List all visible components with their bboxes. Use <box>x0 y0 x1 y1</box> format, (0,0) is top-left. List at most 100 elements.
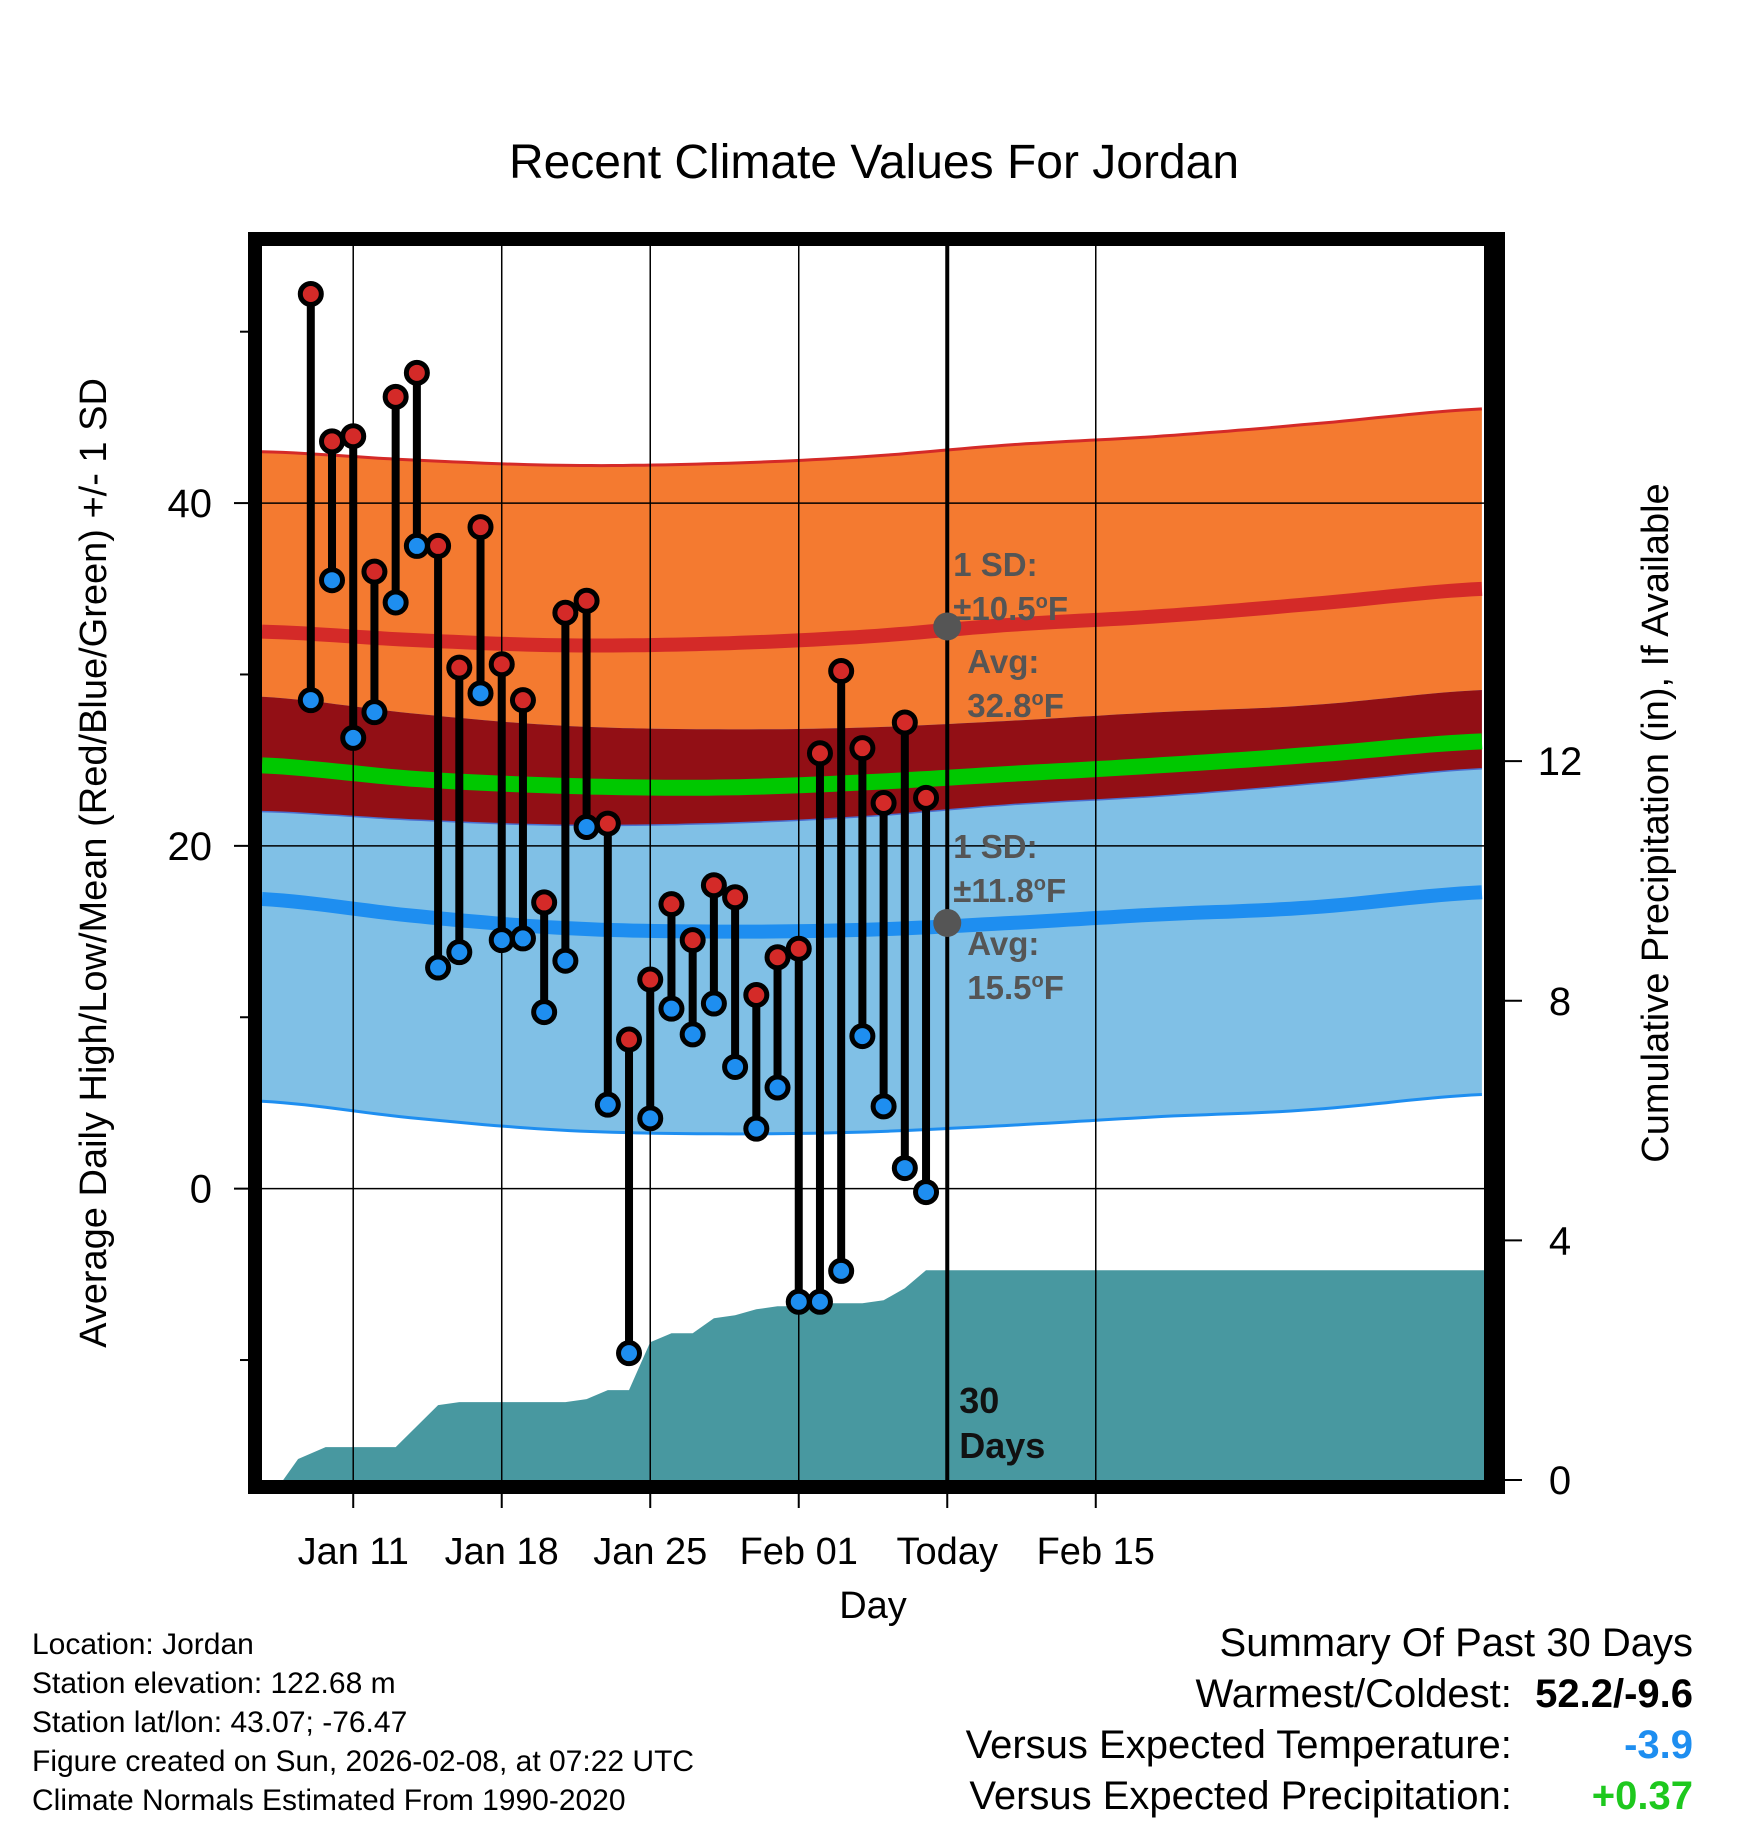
warmest-label: Warmest/Coldest: <box>1195 1672 1512 1716</box>
daily-low-point <box>849 1023 876 1050</box>
days-window-number: 30 <box>959 1380 999 1421</box>
summary-panel: Summary Of Past 30 Days Warmest/Coldest:… <box>966 1618 1693 1822</box>
daily-low-point <box>870 1093 897 1120</box>
x-tick-label: Jan 25 <box>593 1531 707 1573</box>
daily-high-point <box>870 790 897 817</box>
x-tick-label: Today <box>897 1531 998 1573</box>
daily-high-point <box>637 966 664 993</box>
plot-frame-right-thick <box>1491 232 1505 1494</box>
daily-high-point <box>764 944 791 971</box>
daily-high-point <box>891 709 918 736</box>
daily-high-point <box>594 810 621 837</box>
high-avg-label: Avg: <box>967 643 1039 680</box>
daily-high-point <box>722 884 749 911</box>
daily-high-point <box>743 981 770 1008</box>
normals-text: Climate Normals Estimated From 1990-2020 <box>32 1784 626 1817</box>
daily-high-point <box>913 784 940 811</box>
daily-low-point <box>488 927 515 954</box>
daily-low-point <box>446 939 473 966</box>
mean-line <box>262 733 1483 796</box>
daily-low-point <box>700 990 727 1017</box>
temp-label: Versus Expected Temperature: <box>965 1723 1512 1767</box>
precip-area <box>283 1270 1484 1480</box>
daily-high-point <box>403 359 430 386</box>
daily-low-point <box>828 1257 855 1284</box>
y2-tick-label: 4 <box>1549 1219 1571 1263</box>
precip-value: +0.37 <box>1591 1774 1693 1818</box>
precip-label: Versus Expected Precipitation: <box>969 1774 1512 1818</box>
daily-high-point <box>340 423 367 450</box>
high-sd-upper-line <box>262 407 1482 468</box>
x-tick-label: Feb 15 <box>1037 1531 1155 1573</box>
daily-low-point <box>637 1105 664 1132</box>
summary-title: Summary Of Past 30 Days <box>1219 1621 1693 1665</box>
daily-high-point <box>319 428 346 455</box>
daily-low-point <box>913 1179 940 1206</box>
days-window-unit: Days <box>959 1425 1045 1466</box>
plot-inner <box>262 246 1484 1480</box>
daily-high-point <box>361 558 388 585</box>
daily-low-point <box>403 532 430 559</box>
low-avg-label: Avg: <box>967 925 1039 962</box>
daily-high-point <box>425 532 452 559</box>
daily-low-point <box>806 1288 833 1315</box>
daily-low-point <box>616 1340 643 1367</box>
created-text: Figure created on Sun, 2026-02-08, at 07… <box>32 1745 695 1778</box>
summary-temp-row: Versus Expected Temperature: -3.9 <box>966 1720 1693 1771</box>
daily-high-point <box>828 658 855 685</box>
daily-high-point <box>297 280 324 307</box>
daily-low-point <box>361 699 388 726</box>
daily-high-point <box>552 599 579 626</box>
daily-low-point <box>785 1288 812 1315</box>
summary-precip-row: Versus Expected Precipitation: +0.37 <box>966 1771 1693 1822</box>
location-text: Location: Jordan <box>32 1628 254 1661</box>
daily-high-point <box>446 654 473 681</box>
daily-high-point <box>573 587 600 614</box>
daily-high-point <box>531 889 558 916</box>
daily-low-point <box>573 814 600 841</box>
high-sd-value: ±10.5oF <box>953 590 1068 627</box>
summary-warmest-row: Warmest/Coldest: 52.2/-9.6 <box>966 1669 1694 1720</box>
daily-high-point <box>679 927 706 954</box>
daily-low-point <box>552 947 579 974</box>
daily-low-point <box>509 925 536 952</box>
today-low-avg-dot <box>933 908 962 937</box>
daily-low-point <box>531 999 558 1026</box>
high-sd-label: 1 SD: <box>953 546 1037 583</box>
low-sd-value: ±11.8oF <box>953 872 1066 909</box>
daily-low-point <box>297 687 324 714</box>
daily-low-point <box>891 1155 918 1182</box>
daily-high-point <box>382 383 409 410</box>
high-mean-line <box>262 581 1483 653</box>
daily-high-point <box>467 514 494 541</box>
low-sd-lower-line <box>262 1093 1482 1136</box>
temp-value: -3.9 <box>1624 1723 1693 1767</box>
daily-low-point <box>382 589 409 616</box>
x-axis-label: Day <box>839 1585 907 1627</box>
daily-high-point <box>658 891 685 918</box>
daily-low-point <box>658 995 685 1022</box>
daily-low-point <box>743 1115 770 1142</box>
x-tick-label: Jan 11 <box>298 1531 409 1573</box>
daily-high-point <box>700 872 727 899</box>
latlon-text: Station lat/lon: 43.07; -76.47 <box>32 1706 408 1739</box>
y2-tick-label: 12 <box>1538 740 1583 784</box>
daily-low-point <box>340 724 367 751</box>
low-avg-value: 15.5oF <box>967 969 1064 1006</box>
daily-high-point <box>488 651 515 678</box>
daily-low-point <box>764 1074 791 1101</box>
daily-low-point <box>467 680 494 707</box>
y-axis-label: Average Daily High/Low/Mean (Red/Blue/Gr… <box>73 378 115 1348</box>
low-mean-line <box>262 885 1483 939</box>
y-tick-label: 40 <box>168 482 213 526</box>
y2-tick-label: 8 <box>1549 980 1571 1024</box>
daily-high-point <box>806 740 833 767</box>
y2-axis-label: Cumulative Precipitation (in), If Availa… <box>1635 483 1677 1162</box>
daily-low-point <box>425 954 452 981</box>
daily-high-point <box>616 1026 643 1053</box>
daily-high-point <box>509 687 536 714</box>
low-sd-label: 1 SD: <box>953 828 1037 865</box>
chart-title: Recent Climate Values For Jordan <box>509 136 1239 189</box>
x-tick-label: Jan 18 <box>445 1531 559 1573</box>
